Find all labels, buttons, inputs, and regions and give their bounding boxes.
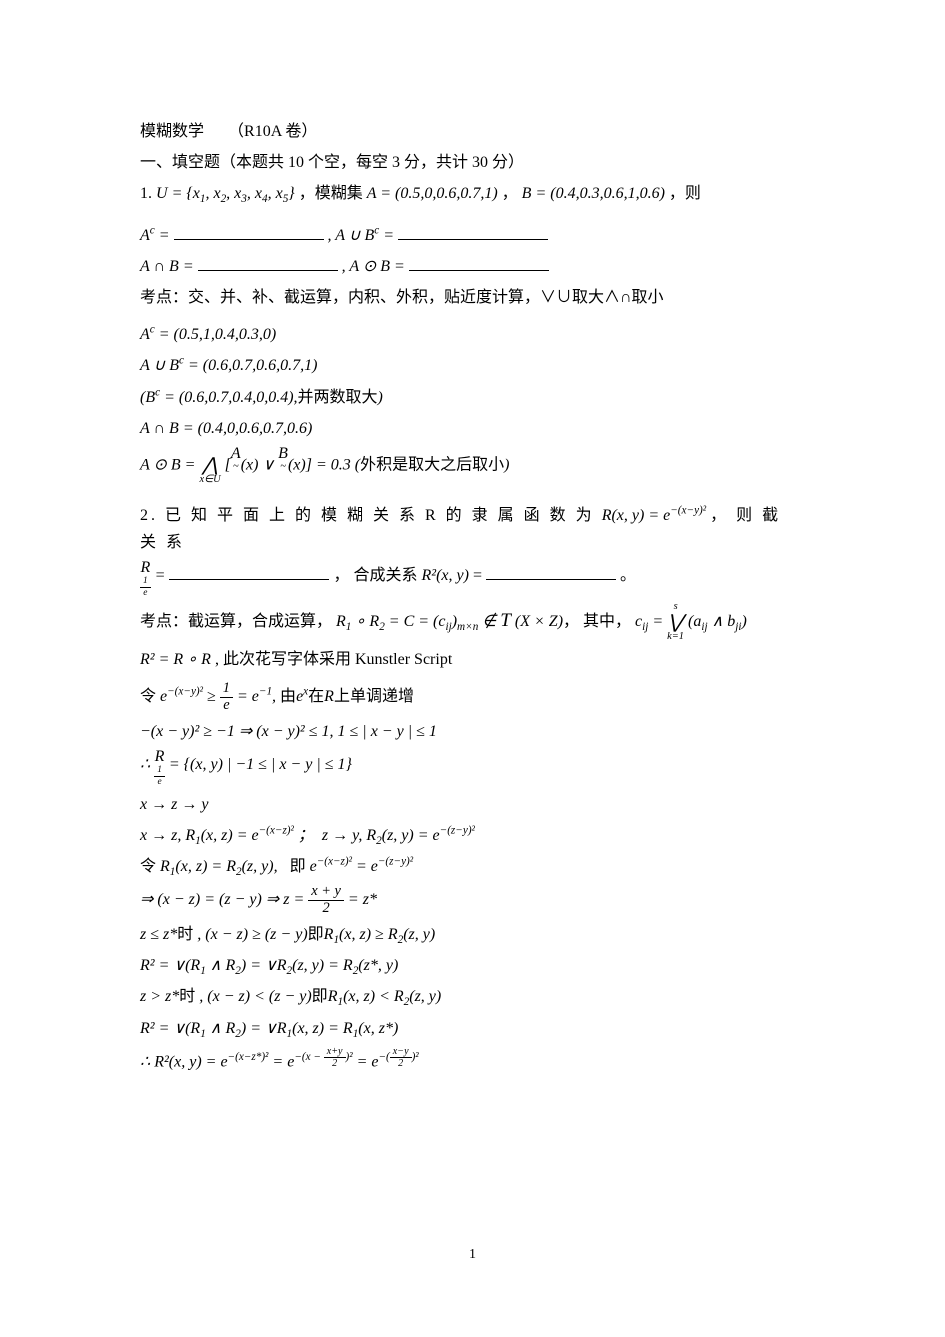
q2-step4: x → z → y: [140, 791, 805, 818]
blank-r2[interactable]: [486, 564, 616, 580]
blank-aob[interactable]: [409, 255, 549, 271]
text: ，模糊集: [299, 185, 367, 202]
q1-ans3: (Bc = (0.6,0.7,0.4,0,0.4),并两数取大): [140, 384, 805, 411]
blank-ac[interactable]: [174, 224, 324, 240]
q1-blanks-1: Ac = , A ∪ Bc =: [140, 222, 805, 249]
q2-note: 考点：截运算，合成运算， R1 ∘ R2 = C = (cij)m×n ∉ T …: [140, 602, 805, 642]
section-heading: 一、填空题（本题共 10 个空，每空 3 分，共计 30 分）: [140, 149, 805, 176]
q2-step1: 令 e−(x−y)² ≥ 1e = e−1, 由ex在R上单调递增: [140, 681, 805, 714]
q1-U: U = {x1, x2, x3, x4, x5}: [156, 185, 295, 202]
paper-code: （R10A 卷）: [228, 123, 317, 140]
q2-step7: ⇒ (x − z) = (z − y) ⇒ z = x + y2 = z*: [140, 884, 805, 917]
q2-step8: z ≤ z*时 , (x − z) ≥ (z − y)即R1(x, z) ≥ R…: [140, 921, 805, 948]
q1-ans1: Ac = (0.5,1,0.4,0.3,0): [140, 321, 805, 348]
q2-blanks: R 1e = ， 合成关系 R²(x, y) = 。: [140, 560, 805, 598]
q1-note: 考点：交、并、补、截运算，内积、外积，贴近度计算，∨∪取大∧∩取小: [140, 284, 805, 311]
q2-text: 2. 已 知 平 面 上 的 模 糊 关 系 R 的 隶 属 函 数 为: [140, 507, 602, 524]
blank-ab[interactable]: [198, 255, 338, 271]
q2-step9: R² = ∨(R1 ∧ R2) = ∨R2(z, y) = R2(z*, y): [140, 952, 805, 979]
page-number: 1: [0, 1243, 945, 1267]
text: ， 合成关系: [333, 567, 421, 584]
blank-aubc[interactable]: [398, 224, 548, 240]
title: 模糊数学: [140, 123, 204, 140]
q2-step6: 令 R1(x, z) = R2(z, y), 即 e−(x−z)² = e−(z…: [140, 853, 805, 880]
q1-blanks-2: A ∩ B = , A ⊙ B =: [140, 253, 805, 280]
text: =: [473, 567, 486, 584]
text: ，: [502, 185, 518, 202]
q2-step11: R² = ∨(R1 ∧ R2) = ∨R1(x, z) = R1(x, z*): [140, 1015, 805, 1042]
q2-step2: −(x − y)² ≥ −1 ⇒ (x − y)² ≤ 1, 1 ≤ | x −…: [140, 718, 805, 745]
q1-num: 1.: [140, 185, 152, 202]
q2-step12: ∴ R²(x, y) = e−(x−z*)² = e−(x − x+y2)² =…: [140, 1046, 805, 1078]
q2-step5: x → z, R1(x, z) = e−(x−z)² ； z → y, R2(z…: [140, 822, 805, 849]
text: , 此次花写字体采用 Kunstler Script: [215, 651, 452, 668]
q2-step3: ∴ R1e = {(x, y) | −1 ≤ | x − y | ≤ 1}: [140, 749, 805, 787]
q1-ans2: A ∪ Bc = (0.6,0.7,0.6,0.7,1): [140, 352, 805, 379]
q2-stem: 2. 已 知 平 面 上 的 模 糊 关 系 R 的 隶 属 函 数 为 R(x…: [140, 502, 805, 556]
blank-r1e[interactable]: [169, 564, 329, 580]
q1-stem: 1. U = {x1, x2, x3, x4, x5} ，模糊集 A = (0.…: [140, 180, 805, 207]
q1-ans5: A ⊙ B = ⋀x∈U [A~(x) ∨ B~(x)] = 0.3 (外积是取…: [140, 446, 805, 486]
q2-r2def: R² = R ∘ R , 此次花写字体采用 Kunstler Script: [140, 646, 805, 673]
q1-A: A = (0.5,0,0.6,0.7,1): [367, 185, 498, 202]
doc-header: 模糊数学 （R10A 卷）: [140, 118, 805, 145]
script-T: T: [500, 610, 511, 631]
q2-step10: z > z*时 , (x − z) < (z − y)即R1(x, z) < R…: [140, 983, 805, 1010]
q1-ans4: A ∩ B = (0.4,0,0.6,0.7,0.6): [140, 415, 805, 442]
q1-B: B = (0.4,0.3,0.6,1,0.6): [522, 185, 665, 202]
text: 考点：截运算，合成运算，: [140, 613, 332, 630]
text: ，则: [669, 185, 701, 202]
text: 。: [620, 567, 636, 584]
